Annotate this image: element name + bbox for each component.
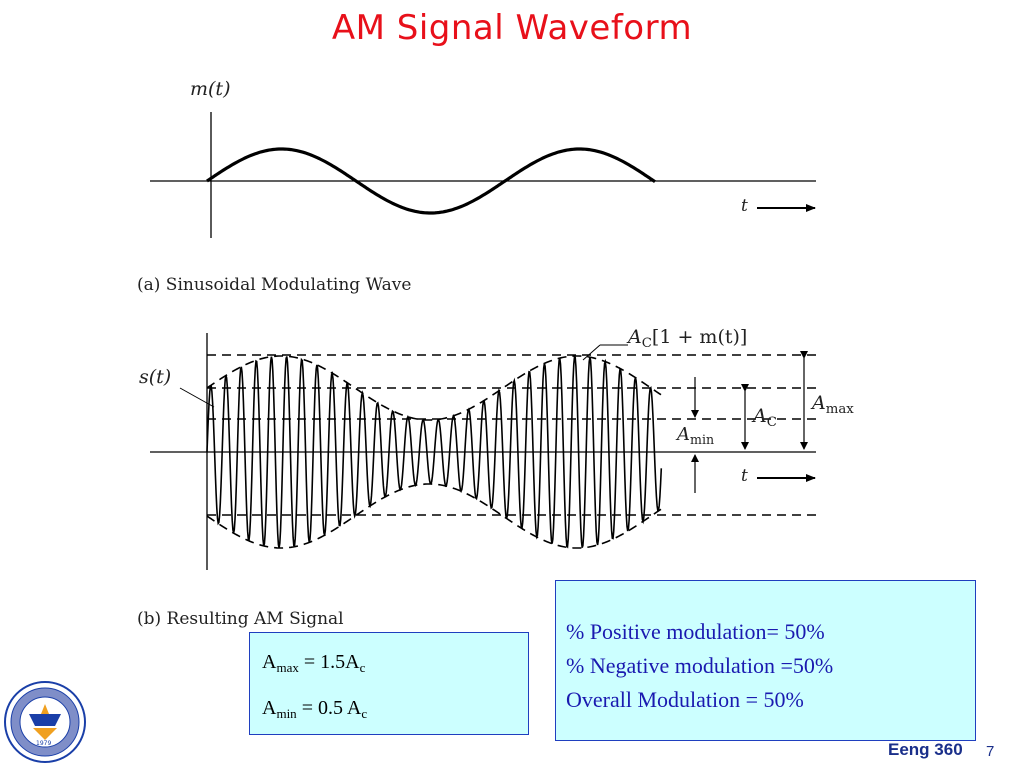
amax-equation: Amax = 1.5Ac bbox=[262, 651, 366, 675]
amplitude-box: Amax = 1.5Ac Amin = 0.5 Ac bbox=[249, 632, 529, 735]
amin-equation: Amin = 0.5 Ac bbox=[262, 697, 368, 721]
modulation-box: % Positive modulation= 50% % Negative mo… bbox=[555, 580, 976, 741]
caption-a: (a) Sinusoidal Modulating Wave bbox=[137, 275, 412, 295]
lower-envelope bbox=[206, 483, 662, 549]
t-label-a: t bbox=[741, 196, 748, 216]
course-label: Eeng 360 bbox=[888, 740, 963, 759]
negative-modulation-text: % Negative modulation =50% bbox=[566, 653, 834, 678]
amax-label: Amax bbox=[812, 392, 854, 417]
am-carrier bbox=[206, 354, 663, 549]
am-signal-plot bbox=[150, 333, 818, 570]
m-t-label: m(t) bbox=[190, 78, 231, 100]
envelope-label-leader-tick bbox=[582, 344, 601, 361]
slide-title: AM Signal Waveform bbox=[331, 8, 693, 48]
s-t-label: s(t) bbox=[139, 366, 172, 388]
caption-b: (b) Resulting AM Signal bbox=[137, 609, 344, 629]
upper-envelope bbox=[206, 355, 662, 421]
envelope-label: AC[1 + m(t)] bbox=[628, 326, 748, 351]
positive-modulation-text: % Positive modulation= 50% bbox=[566, 619, 825, 644]
modulating-wave-plot bbox=[150, 112, 816, 238]
overall-modulation-text: Overall Modulation = 50% bbox=[566, 687, 804, 712]
amin-label: Amin bbox=[677, 424, 715, 447]
modulating-sinusoid bbox=[206, 147, 656, 215]
university-logo bbox=[4, 681, 86, 763]
page-number: 7 bbox=[986, 743, 995, 760]
logo-year: 1979 bbox=[36, 740, 52, 747]
t-label-b: t bbox=[741, 466, 748, 486]
logo-emblem-icon bbox=[29, 714, 61, 726]
s-label-leader bbox=[179, 387, 215, 408]
ac-label: AC bbox=[753, 405, 777, 430]
